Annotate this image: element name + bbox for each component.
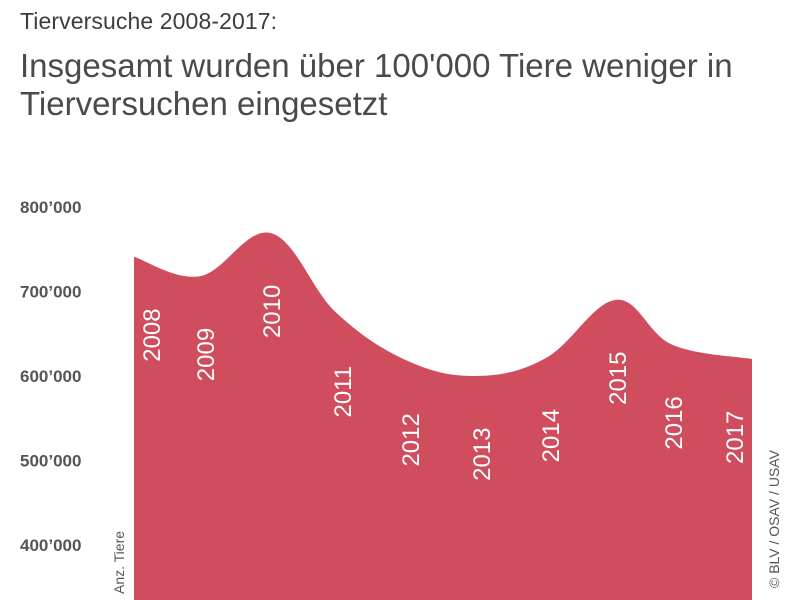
area-series <box>134 232 752 600</box>
year-data-label: 2009 <box>193 328 220 381</box>
y-tick-label: 400’000 <box>20 536 81 555</box>
chart-supertitle: Tierversuche 2008-2017: <box>20 8 278 34</box>
y-tick-label: 500’000 <box>20 451 81 470</box>
year-data-label: 2008 <box>139 308 166 361</box>
year-data-label: 2013 <box>469 428 496 481</box>
year-data-label: 2010 <box>259 285 286 338</box>
y-tick-label: 600’000 <box>20 367 81 386</box>
y-axis-label: Anz. Tiere <box>111 531 127 594</box>
y-tick-label: 700’000 <box>20 282 81 301</box>
year-data-label: 2011 <box>330 366 357 418</box>
year-data-label: 2014 <box>538 409 565 462</box>
year-data-label: 2017 <box>722 411 749 464</box>
year-data-label: 2015 <box>605 351 632 404</box>
y-axis: 800’000 700’000 600’000 500’000 400’000 <box>20 198 81 555</box>
year-data-label: 2016 <box>661 396 688 449</box>
source-credit: © BLV / OSAV / USAV <box>766 449 782 588</box>
year-data-label: 2012 <box>398 413 425 466</box>
chart-headline: Insgesamt wurden über 100'000 Tiere weni… <box>20 47 733 122</box>
year-labels: 2008 2009 2010 2011 2012 2013 2014 2015 2016 2017 <box>139 285 749 481</box>
y-tick-label: 800’000 <box>20 198 81 217</box>
